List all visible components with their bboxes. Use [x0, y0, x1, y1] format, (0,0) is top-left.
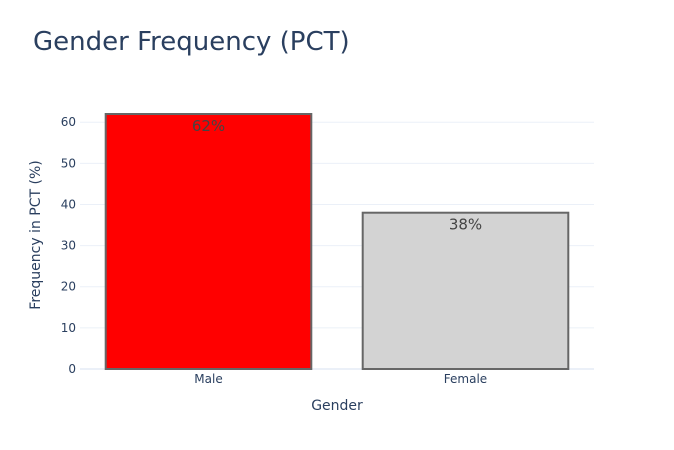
data-label: 62% — [192, 117, 225, 135]
y-tick-label: 40 — [61, 197, 76, 211]
data-label: 38% — [449, 216, 482, 234]
bars: 62% 38% — [104, 113, 570, 370]
y-axis-ticks: 0 10 20 30 40 50 60 — [61, 115, 76, 376]
bar-female[interactable] — [361, 211, 570, 370]
y-tick-label: 50 — [61, 156, 76, 170]
x-tick-label: Female — [444, 372, 487, 386]
y-tick-label: 20 — [61, 280, 76, 294]
bar-male[interactable] — [104, 113, 313, 370]
x-axis-ticks: Male Female — [194, 372, 487, 386]
y-tick-label: 0 — [68, 362, 76, 376]
y-tick-label: 30 — [61, 239, 76, 253]
chart-title: Gender Frequency (PCT) — [33, 27, 350, 57]
y-tick-label: 60 — [61, 115, 76, 129]
x-tick-label: Male — [194, 372, 222, 386]
y-tick-label: 10 — [61, 321, 76, 335]
x-axis-label: Gender — [311, 398, 363, 414]
y-axis-label: Frequency in PCT (%) — [28, 160, 44, 309]
